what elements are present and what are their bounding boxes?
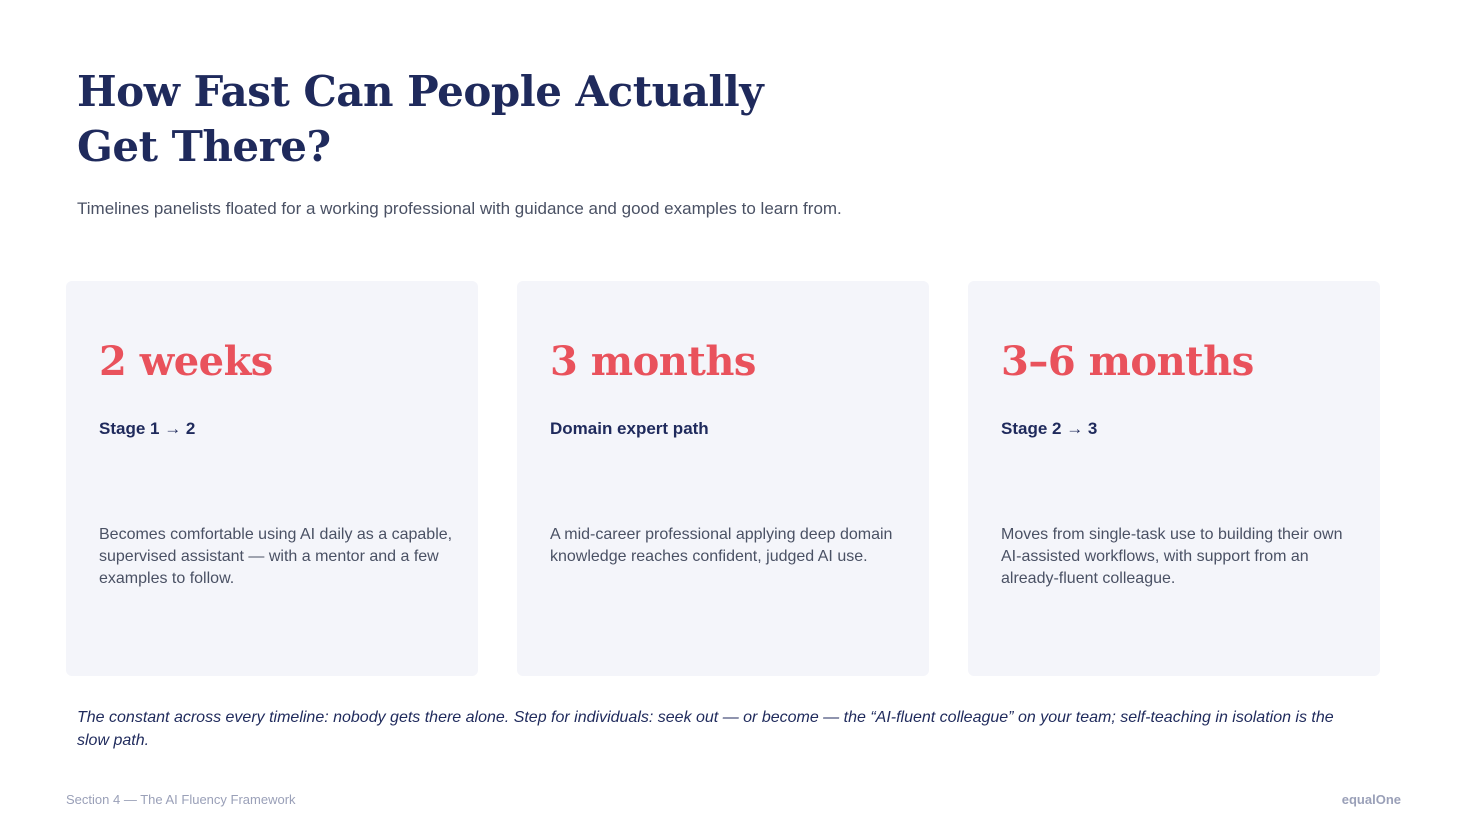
- timeline-duration: 3 months: [550, 338, 756, 385]
- timeline-card-1: 2 weeks Stage 1 → 2 Becomes comfortable …: [66, 281, 478, 676]
- timeline-duration: 3–6 months: [1001, 338, 1254, 385]
- key-takeaway: The constant across every timeline: nobo…: [77, 709, 1334, 749]
- page-title-line-1: How Fast Can People Actually: [77, 67, 764, 116]
- timeline-description: Becomes comfortable using AI daily as a …: [99, 526, 453, 587]
- timeline-stage: Domain expert path: [550, 419, 709, 438]
- page-title-line-2: Get There?: [77, 122, 331, 171]
- timeline-duration: 2 weeks: [99, 338, 273, 385]
- timeline-description: A mid-career professional applying deep …: [550, 526, 893, 565]
- page-title: How Fast Can People Actually Get There?: [77, 64, 777, 174]
- footer-brand-logo: equalOne: [1341, 792, 1401, 807]
- timeline-stage: Stage 2 → 3: [1001, 419, 1098, 438]
- timeline-card-3: 3–6 months Stage 2 → 3 Moves from single…: [968, 281, 1380, 676]
- timeline-card-2: 3 months Domain expert path A mid-career…: [517, 281, 929, 676]
- page-subtitle: Timelines panelists floated for a workin…: [77, 199, 842, 218]
- footer-section-label: Section 4 — The AI Fluency Framework: [66, 792, 296, 807]
- timeline-description: Moves from single-task use to building t…: [1001, 526, 1343, 587]
- timeline-stage: Stage 1 → 2: [99, 419, 196, 438]
